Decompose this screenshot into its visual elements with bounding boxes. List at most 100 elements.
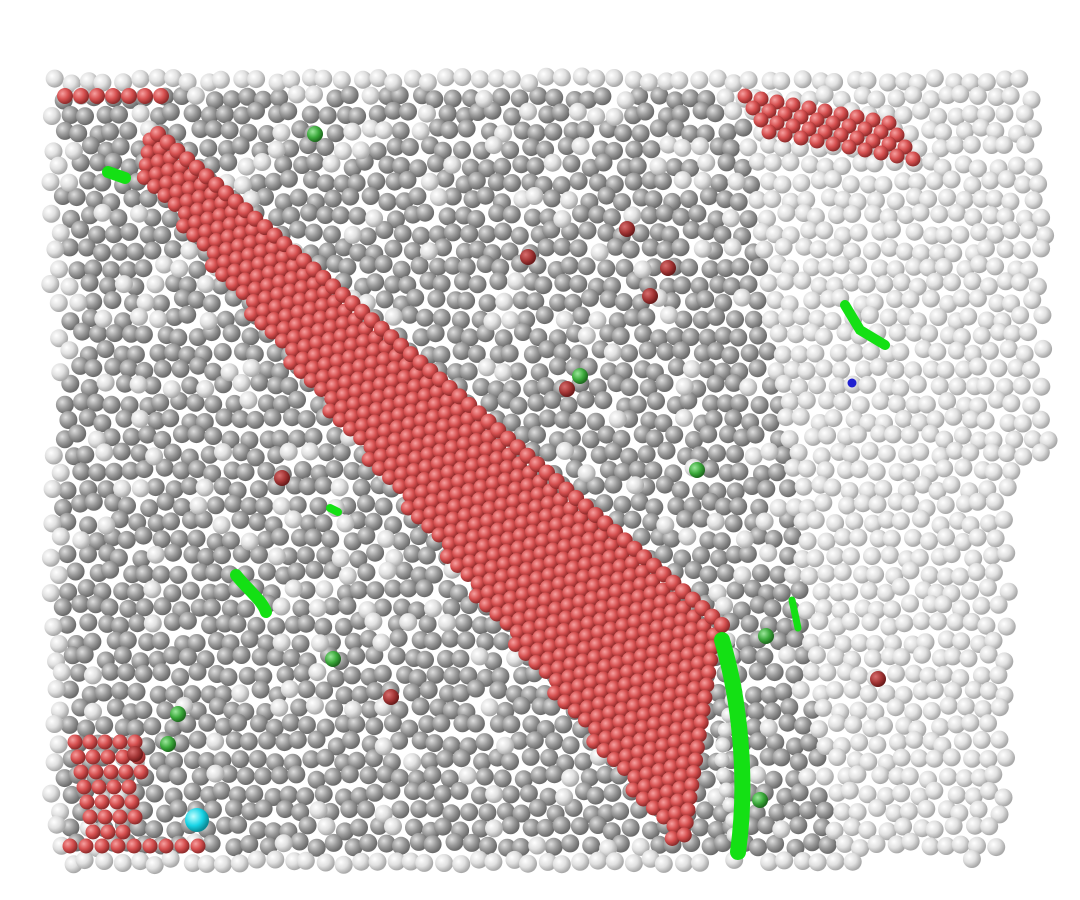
bulk-atom (623, 510, 642, 529)
fault-atom (571, 523, 587, 538)
fault-atom (493, 581, 509, 597)
surface-atom (793, 512, 812, 531)
bulk-atom (503, 107, 521, 126)
fault-atom (319, 344, 335, 360)
bulk-atom (656, 342, 675, 361)
bulk-atom (147, 514, 166, 533)
fault-atom (446, 427, 462, 443)
bulk-atom (173, 289, 192, 308)
fault-atom (377, 423, 393, 439)
bulk-atom (620, 378, 639, 397)
bulk-atom (130, 444, 149, 463)
bulk-atom (748, 732, 767, 751)
fault-atom (508, 637, 523, 652)
fault-atom (655, 738, 671, 753)
surface-atom (374, 737, 393, 756)
surface-atom (905, 222, 924, 241)
surface-atom (797, 391, 816, 410)
bulk-atom (604, 475, 623, 494)
surface-atom (143, 580, 162, 599)
bulk-atom (562, 154, 581, 173)
bulk-atom (649, 119, 668, 138)
bulk-atom (436, 169, 455, 188)
fault-atom (502, 519, 518, 534)
bulk-atom (510, 226, 529, 245)
bulk-atom (491, 258, 510, 277)
surface-atom (922, 702, 941, 720)
surface-atom (871, 766, 890, 785)
fault-atom (191, 190, 207, 205)
bulk-atom (457, 291, 476, 310)
surface-atom (795, 237, 814, 256)
surface-atom (836, 323, 855, 342)
fault-atom (268, 299, 284, 315)
surface-atom (374, 804, 393, 823)
fault-atom (607, 668, 623, 683)
fault-atom (484, 560, 500, 575)
bulk-atom (726, 581, 745, 600)
bulk-atom (151, 294, 170, 313)
surface-atom (826, 852, 845, 871)
interstitial-red-atom (870, 671, 886, 687)
bulk-atom (104, 357, 123, 376)
surface-atom (206, 732, 225, 751)
fault-atom (437, 490, 453, 505)
fault-atom (438, 406, 454, 421)
bulk-atom (400, 305, 419, 324)
surface-atom (670, 71, 689, 90)
fault-atom (643, 741, 659, 757)
fault-atom (660, 629, 676, 644)
surface-atom (967, 563, 986, 581)
bulk-atom (454, 272, 472, 291)
surface-atom (818, 426, 837, 445)
bulk-atom (543, 390, 562, 409)
bulk-atom (418, 715, 437, 734)
surface-atom (301, 442, 320, 461)
fault-atom (857, 142, 873, 158)
bulk-atom (60, 680, 79, 699)
fault-atom (414, 484, 430, 500)
fault-atom (453, 461, 469, 477)
surface-atom (889, 733, 907, 752)
bulk-atom (581, 430, 600, 449)
fault-atom (467, 445, 483, 461)
surface-atom (603, 343, 622, 362)
bulk-atom (672, 341, 691, 360)
bulk-atom (307, 730, 326, 749)
fault-atom (304, 289, 320, 304)
fault-atom (777, 127, 793, 143)
bulk-atom (667, 497, 686, 515)
bulk-atom (271, 429, 290, 448)
fault-atom (264, 324, 280, 340)
fault-atom (389, 420, 405, 435)
fault-atom (610, 727, 626, 742)
bulk-atom (126, 345, 145, 364)
bulk-atom (500, 242, 519, 261)
fault-atom (641, 598, 657, 614)
bulk-atom (68, 261, 87, 280)
surface-atom (911, 509, 930, 528)
surface-atom (823, 312, 842, 330)
surface-atom (874, 479, 893, 498)
surface-atom (1022, 396, 1041, 415)
bulk-atom (479, 836, 497, 855)
surface-atom (900, 767, 919, 786)
fault-atom (596, 743, 612, 758)
fault-atom (457, 508, 473, 523)
bulk-atom (699, 187, 718, 206)
surface-atom (814, 698, 833, 717)
surface-atom (894, 106, 913, 124)
surface-atom (272, 497, 291, 516)
bulk-atom (408, 669, 427, 687)
fault-atom (149, 166, 164, 182)
bulk-atom (527, 393, 546, 412)
bulk-atom (340, 765, 359, 784)
bulk-atom (794, 716, 813, 735)
bulk-atom (625, 140, 644, 159)
surface-atom (835, 834, 854, 853)
fault-atom (631, 745, 647, 760)
fault-atom (675, 684, 690, 700)
surface-atom (760, 853, 779, 871)
surface-atom (864, 204, 883, 223)
fault-atom (94, 838, 110, 854)
